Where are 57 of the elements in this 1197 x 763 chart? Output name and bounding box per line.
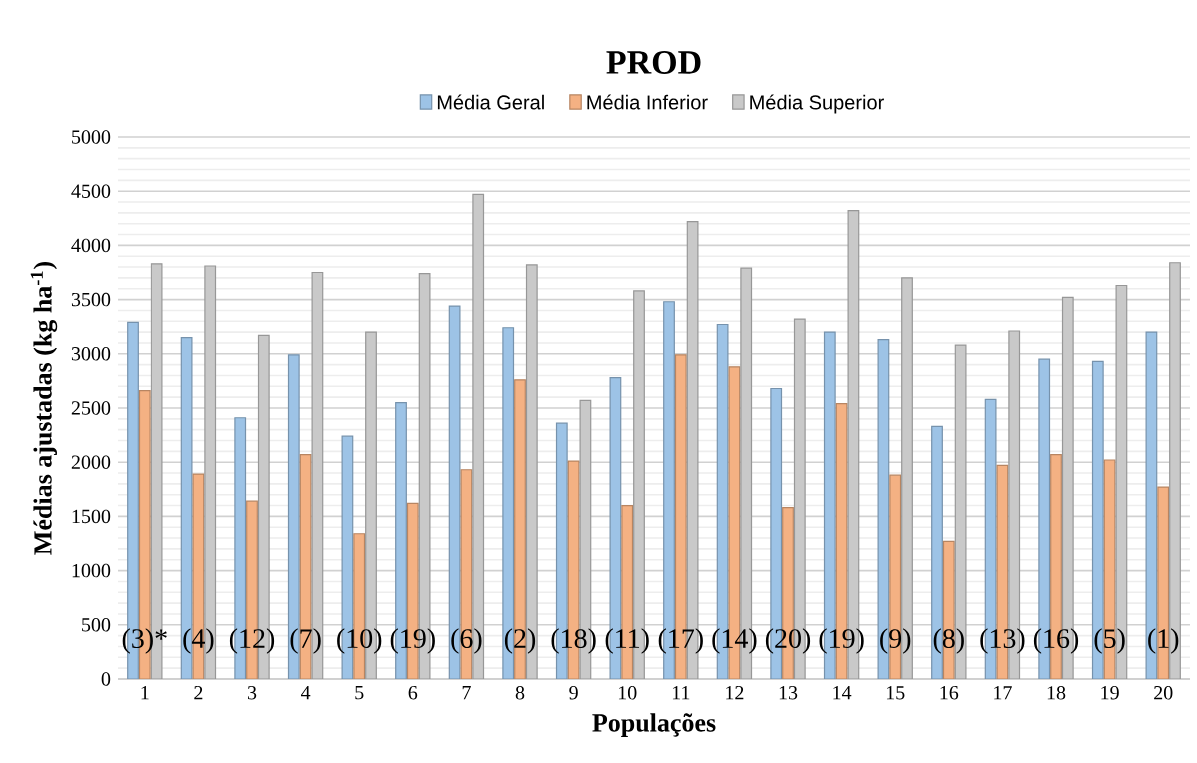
y-tick-label: 5000 (72, 130, 111, 144)
x-tick-label: 18 (1047, 686, 1066, 700)
legend-label: Média Superior (750, 94, 884, 114)
x-tick-label: 16 (940, 686, 959, 700)
y-tick-label: 3000 (71, 347, 111, 361)
y-axis-title: Médias ajustadas (kg ha$^{-1}$) (30, 261, 58, 555)
chart-title: PROD (606, 51, 701, 74)
x-tick-label: 7 (462, 686, 471, 700)
y-tick-label: 0 (101, 672, 111, 686)
x-tick-label: 5 (355, 686, 364, 700)
x-tick-label: 10 (618, 686, 637, 700)
x-tick-label: 9 (569, 686, 578, 700)
y-tick-label: 1000 (72, 563, 111, 578)
x-tick-label: 1 (141, 686, 149, 700)
annotation: (19) (390, 628, 435, 654)
y-tick-label: 500 (82, 618, 111, 632)
annotation: (1) (1148, 628, 1179, 654)
x-axis-title: Populações (592, 713, 716, 737)
annotation: (7) (290, 628, 321, 654)
x-tick-label: 4 (300, 686, 311, 700)
annotation: (16) (1033, 628, 1079, 654)
x-tick-label: 6 (408, 686, 418, 700)
y-tick-label: 3500 (71, 292, 111, 307)
x-tick-label: 17 (994, 686, 1012, 700)
annotation: (10) (337, 628, 382, 654)
annotation: (13) (980, 628, 1025, 654)
x-tick-label: 8 (515, 686, 525, 700)
annotation: (17) (658, 628, 703, 654)
legend-label: Média Inferior (587, 94, 708, 110)
annotation: (14) (712, 628, 757, 654)
y-tick-label: 2000 (71, 455, 111, 469)
annotation: (8) (933, 628, 964, 654)
x-tick-label: 13 (779, 686, 798, 700)
annotation: (6) (451, 628, 482, 654)
y-tick-label: 2500 (71, 401, 111, 415)
legend-label: Média Geral (437, 94, 544, 110)
x-tick-label: 15 (886, 686, 905, 700)
annotation: (3)* (122, 628, 167, 654)
y-tick-label: 4500 (71, 184, 111, 198)
x-tick-label: 19 (1101, 686, 1119, 700)
y-tick-label: 1500 (72, 509, 111, 524)
annotation: (19) (819, 628, 864, 654)
annotation: (9) (880, 628, 911, 654)
x-tick-label: 2 (194, 686, 203, 700)
annotation: (18) (551, 628, 596, 654)
x-tick-label: 12 (726, 686, 744, 700)
x-tick-label: 11 (672, 686, 690, 700)
annotation: (4) (183, 628, 214, 654)
y-tick-label: 4000 (71, 238, 111, 253)
annotation: (5) (1094, 628, 1125, 654)
x-tick-label: 14 (833, 686, 852, 700)
annotation: (11) (605, 628, 649, 654)
annotation: (2) (504, 628, 536, 654)
annotation: (12) (229, 628, 275, 654)
annotation: (20) (765, 628, 811, 654)
x-tick-label: 20 (1154, 686, 1173, 700)
x-tick-label: 3 (247, 686, 257, 700)
